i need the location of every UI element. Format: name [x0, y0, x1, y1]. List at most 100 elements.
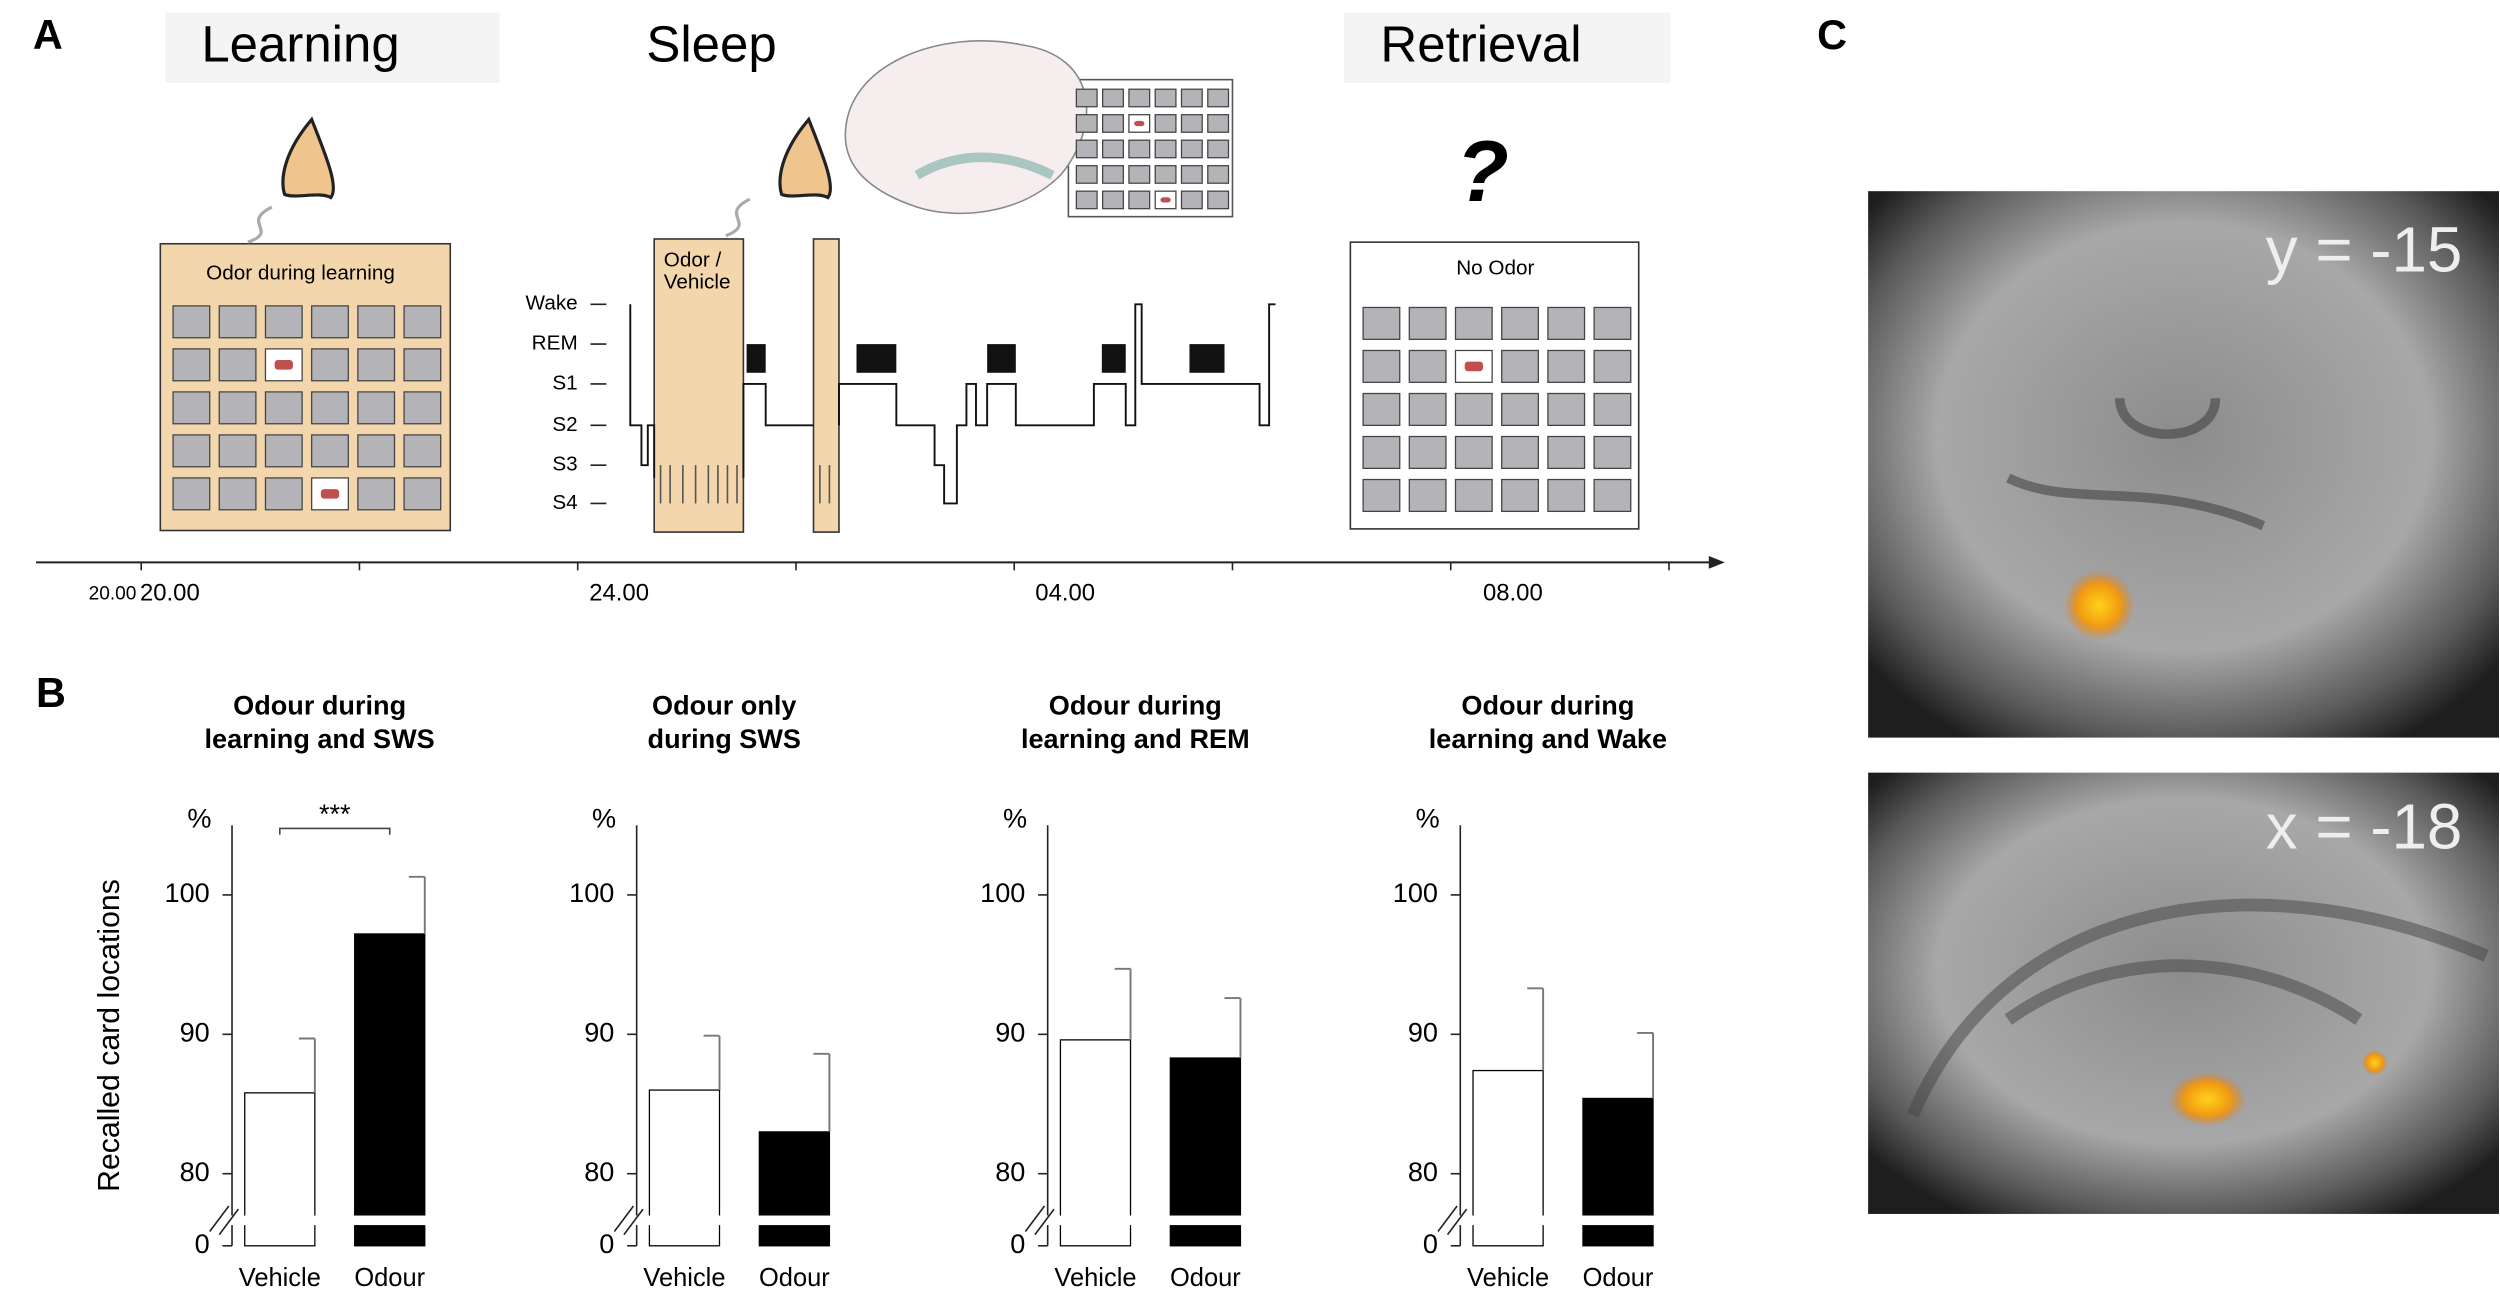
- card: [1102, 139, 1124, 159]
- card: [1128, 88, 1151, 108]
- x-tick-label: Vehicle: [643, 1264, 725, 1292]
- card: [403, 434, 442, 468]
- card: [1593, 306, 1632, 340]
- phase-band: [165, 12, 500, 83]
- card: [264, 434, 303, 468]
- chart-title: during SWS: [648, 723, 801, 754]
- time-label: 20.00: [140, 580, 200, 607]
- axis-break: [1024, 1205, 1055, 1236]
- nose: [281, 116, 833, 200]
- card: [1501, 349, 1539, 383]
- error-bar: [298, 1037, 316, 1093]
- bar-break: [1058, 1215, 1133, 1226]
- card-car: [274, 360, 293, 370]
- significance-bracket: [279, 827, 391, 835]
- card: [1154, 114, 1177, 133]
- card: [1154, 139, 1177, 159]
- y-tick-label: 100: [1393, 877, 1438, 908]
- axis-break: [209, 1205, 240, 1236]
- y-tick-label: 80: [995, 1156, 1025, 1187]
- bar: [354, 933, 426, 1247]
- unit-label: %: [592, 803, 616, 834]
- y-tick-label: 80: [584, 1156, 614, 1187]
- sws-trace: [659, 465, 831, 504]
- hypnogram: [629, 303, 1276, 505]
- card: [1154, 88, 1177, 108]
- card: [1102, 190, 1124, 210]
- card: [218, 305, 257, 339]
- x-tick-label: Vehicle: [1467, 1264, 1549, 1292]
- panel-label: C: [1817, 12, 1847, 58]
- stage-label: Wake: [526, 292, 578, 315]
- unit-label: %: [187, 803, 211, 834]
- phase-title: Learning: [201, 15, 399, 72]
- card: [1408, 392, 1447, 426]
- x-tick-label: Vehicle: [239, 1264, 321, 1292]
- chart-title: Odour during: [233, 689, 406, 720]
- card-car: [320, 489, 340, 499]
- card: [172, 434, 211, 468]
- card: [1454, 435, 1493, 470]
- y-tick-label: 80: [180, 1156, 210, 1187]
- card: [1207, 114, 1230, 133]
- card: [1408, 306, 1447, 340]
- stage-label: S1: [552, 371, 577, 394]
- card: [1180, 139, 1203, 159]
- chart-title: learning and Wake: [1429, 723, 1667, 754]
- time-label: 24.00: [589, 580, 649, 607]
- bar-break: [1471, 1215, 1545, 1226]
- card: [1362, 478, 1401, 513]
- card: [1102, 114, 1124, 133]
- odor-period: [812, 238, 840, 533]
- card: [218, 348, 257, 382]
- mri-coronal: [1868, 191, 2499, 738]
- activation: [2064, 570, 2135, 641]
- bar-break: [353, 1215, 427, 1226]
- error-bar: [1114, 967, 1132, 1040]
- card: [1593, 349, 1632, 383]
- card: [1547, 435, 1586, 470]
- card: [1180, 165, 1203, 184]
- card: [264, 477, 303, 511]
- y-tick-label: 0: [1010, 1228, 1025, 1259]
- card: [1075, 165, 1098, 184]
- time-label: 20.00: [89, 583, 137, 604]
- card-car: [1134, 120, 1145, 127]
- card: [172, 348, 211, 382]
- card: [403, 305, 442, 339]
- card: [1180, 114, 1203, 133]
- brain-detail: [914, 152, 1055, 180]
- card: [264, 305, 303, 339]
- stage-label: S3: [552, 453, 577, 476]
- card: [218, 434, 257, 468]
- card: [1180, 190, 1203, 210]
- chart-title: Odour during: [1461, 689, 1634, 720]
- card: [1075, 190, 1098, 210]
- stage-label: REM: [532, 332, 578, 355]
- time-axis-arrow: [1708, 555, 1725, 569]
- stage-label: S4: [552, 491, 577, 514]
- card: [403, 477, 442, 511]
- card: [1547, 306, 1586, 340]
- chart-title: learning and REM: [1021, 723, 1250, 754]
- y-tick-label: 0: [1423, 1228, 1438, 1259]
- panel-label: B: [36, 670, 66, 716]
- box-label: No Odor: [1456, 257, 1534, 280]
- card: [1454, 306, 1493, 340]
- card-car: [1160, 197, 1171, 203]
- card: [218, 477, 257, 511]
- mri-sagittal: [1868, 772, 2499, 1214]
- card: [1207, 139, 1230, 159]
- y-tick-label: 100: [980, 877, 1025, 908]
- error-bar: [813, 1052, 831, 1132]
- card: [1408, 349, 1447, 383]
- bar: [1169, 1057, 1242, 1247]
- card: [403, 348, 442, 382]
- card: [357, 348, 396, 382]
- slice-label: y = -15: [2266, 214, 2463, 286]
- card-car: [1464, 361, 1483, 372]
- y-tick-label: 80: [1408, 1156, 1438, 1187]
- rem-blocks: [746, 344, 1225, 373]
- card: [1362, 392, 1401, 426]
